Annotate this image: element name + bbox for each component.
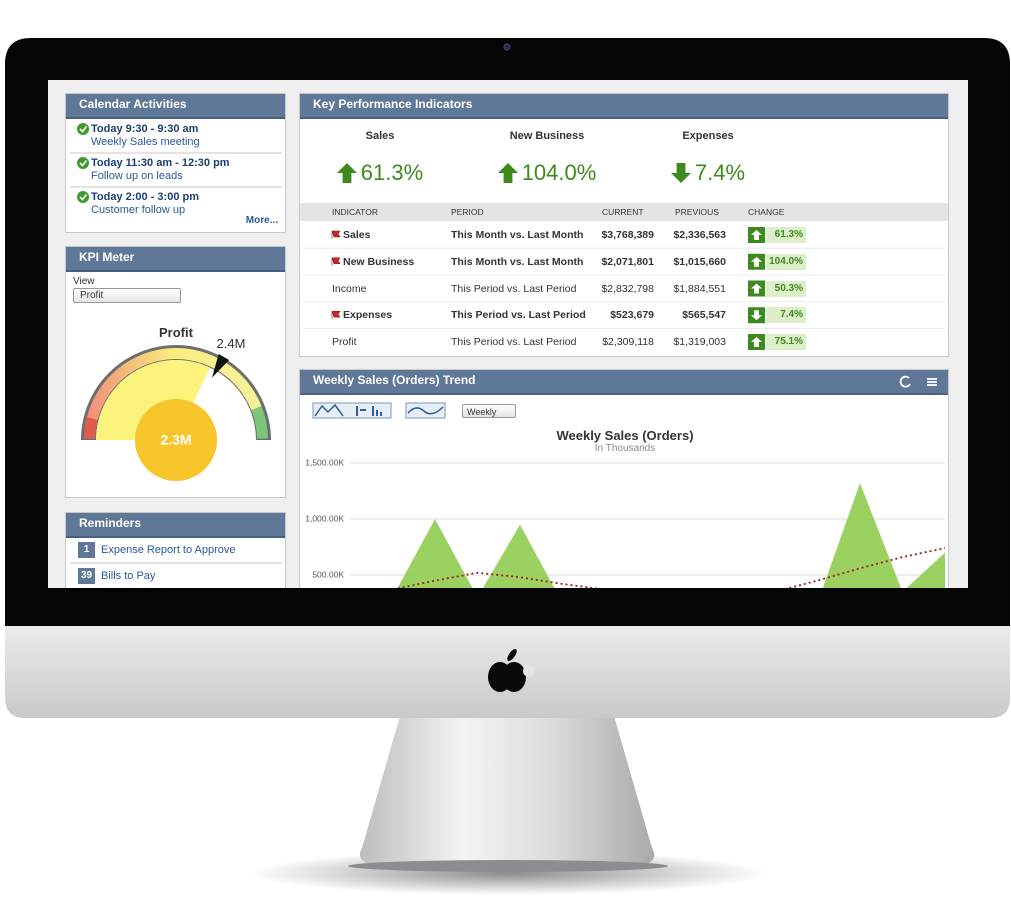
current-value: $2,832,798: [601, 282, 654, 295]
event-text[interactable]: Customer follow up: [91, 204, 186, 216]
change-value: 50.3%: [766, 280, 806, 297]
calendar-panel: [65, 93, 286, 233]
badge: 1: [78, 542, 95, 558]
column-header: PREVIOUS: [675, 207, 719, 217]
current-value: $523,679: [610, 309, 654, 322]
period: This Period vs. Last Period: [451, 336, 577, 348]
period: This Period vs. Last Period: [451, 309, 586, 322]
panel-header: [66, 513, 285, 538]
reminder-text[interactable]: Expense Report to Approve: [101, 544, 236, 556]
chart-title: Weekly Sales (Orders): [556, 428, 694, 443]
change-value: 7.4%: [766, 307, 806, 324]
panel-title: Weekly Sales (Orders) Trend: [313, 373, 476, 387]
panel-title: Key Performance Indicators: [313, 97, 473, 111]
period: This Period vs. Last Period: [451, 282, 577, 295]
kpi-panel: [299, 93, 949, 357]
screen: Calendar Activities Today 9:30 - 9:30 am…: [48, 80, 968, 588]
table-header: [300, 203, 948, 221]
reminder-text[interactable]: Bills to Pay: [101, 570, 156, 582]
stand: [359, 716, 655, 866]
stand-base: [348, 860, 668, 872]
more-link[interactable]: More...: [245, 215, 278, 226]
change-value: 104.0%: [766, 253, 806, 270]
panel-title: Calendar Activities: [79, 97, 187, 111]
view-label: View: [73, 276, 95, 287]
event-time: Today 2:00 - 3:00 pm: [91, 191, 199, 203]
summary-value: 104.0%: [521, 160, 597, 185]
summary-arrow: [336, 163, 357, 183]
summary-arrow: [670, 163, 691, 183]
current-value: $3,768,389: [601, 229, 654, 241]
summary-value: 61.3%: [360, 160, 424, 185]
panel-title: KPI Meter: [79, 250, 135, 264]
column-header: CURRENT: [602, 207, 644, 217]
panel-header: [300, 94, 948, 119]
previous-value: $565,547: [682, 309, 726, 322]
change-value: 61.3%: [766, 227, 806, 243]
event-text[interactable]: Weekly Sales meeting: [91, 136, 200, 148]
summary-name: New Business: [509, 130, 585, 142]
arrow: [497, 163, 518, 183]
dashboard: Calendar Activities Today 9:30 - 9:30 am…: [48, 80, 968, 588]
reminders-panel: [65, 512, 286, 588]
panel-header: [66, 94, 285, 119]
current-value: $2,071,801: [601, 255, 654, 268]
view-value: Profit: [80, 290, 104, 301]
event-text[interactable]: Follow up on leads: [91, 170, 183, 182]
trend-panel: [299, 369, 949, 588]
period: This Month vs. Last Month: [451, 255, 584, 268]
column-header: INDICATOR: [332, 207, 378, 217]
arrow: [670, 163, 691, 183]
panel-header: [66, 247, 285, 272]
previous-value: $1,319,003: [673, 336, 726, 348]
change-value: 75.1%: [766, 334, 806, 350]
badge: 39: [78, 568, 95, 584]
interval-value: Weekly: [467, 407, 497, 417]
summary-name: Expenses: [682, 130, 734, 142]
current-value: $2,309,118: [602, 336, 654, 348]
camera: [503, 43, 511, 51]
event-time: Today 9:30 - 9:30 am: [91, 123, 199, 135]
chart-subtitle: In Thousands: [594, 443, 656, 454]
column-header: PERIOD: [451, 207, 484, 217]
indicator-name: New Business: [343, 255, 415, 268]
indicator-name: Sales: [343, 229, 371, 241]
previous-value: $1,015,660: [673, 255, 726, 268]
summary-value: 7.4%: [694, 160, 746, 185]
column-header: CHANGE: [748, 207, 785, 217]
summary-change: 61.3%: [280, 160, 480, 186]
summary-change: 104.0%: [447, 160, 647, 186]
event-time: Today 11:30 am - 12:30 pm: [91, 157, 230, 169]
previous-value: $2,336,563: [673, 229, 726, 241]
logo: [488, 649, 535, 692]
indicator-name: Profit: [332, 336, 357, 348]
interval-select[interactable]: [462, 404, 516, 418]
previous-value: $1,884,551: [673, 282, 726, 295]
summary-name: Sales: [365, 130, 395, 142]
indicator-name: Expenses: [343, 309, 393, 322]
panel-header: [300, 370, 948, 395]
view-select[interactable]: [73, 288, 181, 303]
panel-title: Reminders: [79, 516, 142, 530]
kpi-meter-panel: [65, 246, 286, 498]
period: This Month vs. Last Month: [451, 229, 584, 241]
summary-arrow: [497, 163, 518, 183]
indicator-name: Income: [332, 282, 367, 295]
summary-change: 7.4%: [608, 160, 808, 186]
arrow: [336, 163, 357, 183]
gauge-title: Profit: [159, 325, 193, 340]
